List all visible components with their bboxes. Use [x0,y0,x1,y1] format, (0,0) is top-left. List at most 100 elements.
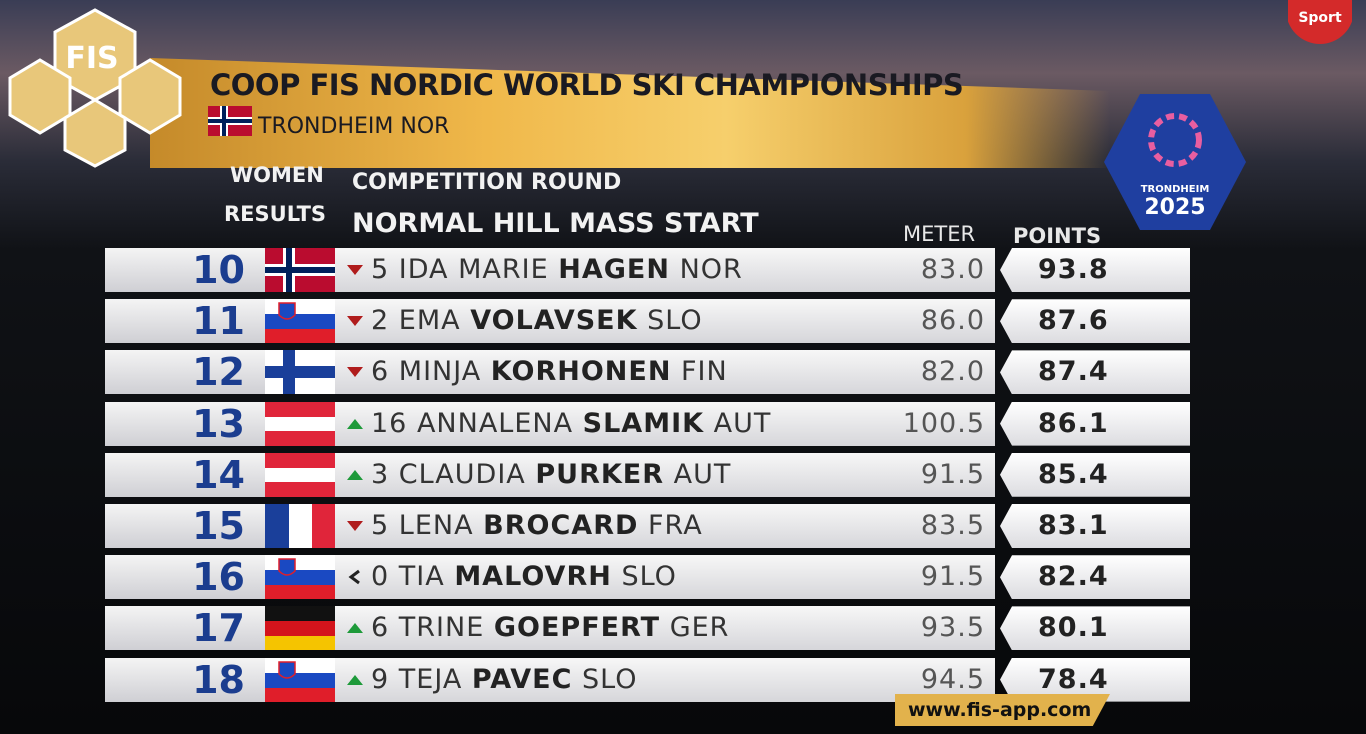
rank: 13 [105,401,265,446]
points: 93.8 [1038,254,1109,285]
nation-flag [265,401,335,446]
results-label: RESULTS [224,202,327,226]
nation: NOR [679,254,743,285]
meter: 100.5 [902,407,985,439]
rank-change: 5 [371,254,390,285]
nation-flag [265,657,335,702]
points: 82.4 [1038,561,1109,593]
rank: 11 [105,299,265,344]
trend-arrow [347,674,363,685]
athlete-cell: 16 ANNALENA SLAMIK AUT 100.5 [335,401,995,446]
meter: 93.5 [920,612,985,644]
points-cell: 82.4 [1000,555,1190,600]
result-row: 16 0 TIA MALOVRH SLO 91.5 82.4 [95,555,1195,600]
last-name: MALOVRH [454,561,612,593]
last-name: VOLAVSEK [470,305,638,337]
trend-arrow [347,623,363,634]
meter: 91.5 [920,458,985,490]
trondheim-logo: TRONDHEIM 2025 [1104,94,1246,230]
rank: 10 [105,248,265,292]
trend-arrow [347,316,363,327]
first-name: EMA [398,305,461,337]
last-name: HAGEN [558,254,670,285]
points: 87.6 [1038,305,1109,337]
athlete-line: 2 EMA VOLAVSEK SLO [371,299,703,343]
points-cell: 87.6 [1000,299,1190,344]
trend-arrow [347,418,363,429]
country: NOR [400,114,450,139]
athlete-cell: 9 TEJA PAVEC SLO 94.5 [335,657,995,702]
result-row: 15 5 LENA BROCARD FRA 83.5 83.1 [95,504,1195,548]
trend-arrow [347,521,363,531]
athlete-line: 6 MINJA KORHONEN FIN [371,350,728,394]
athlete-line: 3 CLAUDIA PURKER AUT [371,453,731,497]
points: 87.4 [1038,356,1109,388]
trend-arrow [347,265,363,275]
athlete-cell: 0 TIA MALOVRH SLO 91.5 [335,555,995,600]
location: TRONDHEIM NOR [258,114,449,139]
trend-arrow [347,469,363,480]
points-cell: 85.4 [1000,452,1190,497]
points-cell: 80.1 [1000,606,1190,651]
athlete-line: 6 TRINE GOEPFERT GER [371,606,729,650]
nation: FIN [681,356,728,388]
first-name: TEJA [398,663,463,695]
rank: 15 [105,504,265,548]
trend-arrow [348,569,360,585]
event-label: NORMAL HILL MASS START [352,208,759,239]
athlete-line: 5 LENA BROCARD FRA [371,504,703,548]
athlete-cell: 5 IDA MARIE HAGEN NOR 83.0 [335,248,995,292]
first-name: TRINE [398,612,485,644]
points: 86.1 [1038,407,1109,439]
footer-bar [895,694,1110,726]
points: 80.1 [1038,612,1109,644]
rank: 17 [105,606,265,651]
points-cell: 86.1 [1000,401,1190,446]
nation: SLO [621,561,677,593]
result-row: 12 6 MINJA KORHONEN FIN 82.0 87.4 [95,350,1195,395]
athlete-cell: 6 TRINE GOEPFERT GER 93.5 [335,606,995,651]
athlete-cell: 6 MINJA KORHONEN FIN 82.0 [335,350,995,395]
meter: 91.5 [920,561,985,593]
column-header: METER [903,222,976,246]
athlete-line: 16 ANNALENA SLAMIK AUT [371,402,771,446]
host-flag [208,106,252,136]
points-cell: 93.8 [1000,248,1190,292]
fis-logo: FIS [8,8,182,168]
first-name: LENA [398,510,474,541]
first-name: ANNALENA [416,407,574,439]
event-title: COOP FIS NORDIC WORLD SKI CHAMPIONSHIPS [210,68,964,102]
nation-flag [265,504,335,548]
rank: 12 [105,350,265,395]
points: 83.1 [1038,510,1109,541]
athlete-line: 9 TEJA PAVEC SLO [371,658,638,702]
rank-change: 0 [371,561,390,593]
meter: 83.0 [920,254,985,285]
last-name: SLAMIK [582,407,705,439]
column-header: POINTS [1013,224,1102,248]
athlete-line: 5 IDA MARIE HAGEN NOR [371,248,743,292]
nation-flag [265,299,335,344]
footer-url: www.fis-app.com [908,699,1092,721]
nrk-logo: Sport [1288,0,1352,44]
athlete-cell: 2 EMA VOLAVSEK SLO 86.0 [335,299,995,344]
rank-change: 6 [371,612,390,644]
meter: 86.0 [920,305,985,337]
nrk-text: Sport [1298,10,1342,26]
result-row: 13 16 ANNALENA SLAMIK AUT 100.5 86.1 [95,401,1195,446]
rank-change: 16 [371,407,408,439]
nation-flag [265,248,335,292]
nation-flag [265,452,335,497]
points-cell: 87.4 [1000,350,1190,395]
logo-city: TRONDHEIM [1141,184,1210,195]
athlete-line: 0 TIA MALOVRH SLO [371,555,677,599]
meter: 82.0 [920,356,985,388]
first-name: CLAUDIA [398,458,526,490]
athlete-cell: 3 CLAUDIA PURKER AUT 91.5 [335,452,995,497]
nation: SLO [647,305,703,337]
last-name: PURKER [535,458,665,490]
nation: FRA [648,510,703,541]
first-name: TIA [398,561,445,593]
rank: 14 [105,452,265,497]
result-row: 10 5 IDA MARIE HAGEN NOR 83.0 93.8 [95,248,1195,292]
